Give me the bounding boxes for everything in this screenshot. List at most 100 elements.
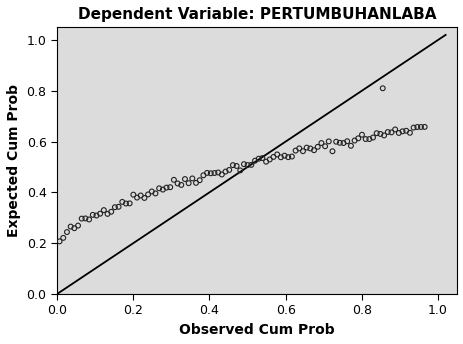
Point — [236, 168, 244, 173]
Point — [148, 189, 155, 194]
Point — [255, 156, 262, 161]
Point — [265, 157, 273, 162]
Point — [328, 149, 336, 154]
Point — [188, 176, 196, 181]
Point — [195, 178, 203, 183]
Point — [269, 154, 276, 160]
Point — [104, 211, 111, 217]
Point — [107, 209, 115, 215]
Point — [74, 223, 81, 228]
Point — [288, 154, 295, 159]
Point — [416, 124, 424, 130]
Point — [85, 217, 93, 222]
Point — [346, 143, 354, 149]
Point — [78, 216, 85, 221]
Point — [214, 170, 221, 175]
Point — [413, 124, 420, 130]
X-axis label: Observed Cum Prob: Observed Cum Prob — [179, 323, 334, 337]
Point — [67, 224, 74, 229]
Point — [354, 136, 361, 141]
Point — [313, 144, 321, 150]
Point — [339, 140, 346, 146]
Point — [166, 184, 174, 190]
Point — [218, 172, 225, 177]
Point — [380, 133, 387, 138]
Point — [56, 239, 63, 244]
Point — [59, 235, 67, 240]
Point — [325, 139, 332, 144]
Point — [192, 180, 199, 186]
Point — [262, 159, 269, 164]
Point — [151, 191, 159, 196]
Point — [100, 207, 107, 213]
Title: Dependent Variable: PERTUMBUHANLABA: Dependent Variable: PERTUMBUHANLABA — [78, 7, 435, 22]
Point — [409, 125, 416, 130]
Point — [398, 129, 406, 134]
Point — [387, 130, 394, 135]
Point — [295, 146, 302, 151]
Point — [247, 162, 255, 168]
Point — [244, 162, 251, 168]
Point — [125, 201, 133, 206]
Point — [115, 204, 122, 209]
Point — [284, 154, 291, 160]
Point — [391, 127, 398, 132]
Point — [206, 171, 214, 176]
Point — [137, 193, 144, 198]
Y-axis label: Expected Cum Prob: Expected Cum Prob — [7, 84, 21, 237]
Point — [401, 128, 409, 133]
Point — [155, 185, 163, 191]
Point — [350, 138, 357, 143]
Point — [225, 167, 232, 173]
Point — [96, 211, 104, 216]
Point — [221, 169, 229, 174]
Point — [280, 153, 288, 159]
Point — [129, 192, 137, 197]
Point — [369, 135, 376, 140]
Point — [174, 181, 181, 186]
Point — [405, 130, 413, 136]
Point — [199, 173, 206, 178]
Point — [210, 170, 218, 176]
Point — [119, 199, 126, 205]
Point — [163, 185, 170, 190]
Point — [170, 177, 177, 183]
Point — [378, 86, 386, 91]
Point — [111, 204, 119, 210]
Point — [291, 148, 299, 153]
Point — [185, 180, 192, 186]
Point — [140, 195, 148, 201]
Point — [93, 213, 100, 218]
Point — [63, 229, 70, 235]
Point — [376, 131, 383, 137]
Point — [361, 136, 369, 142]
Point — [229, 162, 236, 168]
Point — [70, 225, 78, 231]
Point — [372, 130, 380, 136]
Point — [159, 187, 166, 192]
Point — [181, 176, 188, 182]
Point — [357, 132, 365, 138]
Point — [302, 145, 310, 150]
Point — [365, 136, 372, 142]
Point — [89, 212, 96, 218]
Point — [332, 139, 339, 144]
Point — [258, 155, 266, 161]
Point — [383, 129, 391, 135]
Point — [276, 154, 284, 160]
Point — [310, 148, 317, 153]
Point — [81, 216, 89, 221]
Point — [394, 130, 402, 136]
Point — [317, 140, 325, 146]
Point — [232, 163, 240, 169]
Point — [343, 139, 350, 144]
Point — [122, 201, 129, 206]
Point — [306, 146, 313, 151]
Point — [251, 158, 258, 163]
Point — [144, 192, 151, 197]
Point — [203, 170, 210, 176]
Point — [321, 143, 328, 149]
Point — [240, 161, 247, 167]
Point — [299, 149, 306, 154]
Point — [273, 152, 280, 157]
